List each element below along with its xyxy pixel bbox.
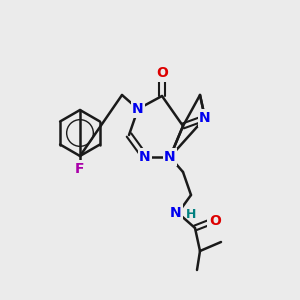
Text: O: O [156,66,168,80]
Text: H: H [186,208,196,220]
Text: N: N [139,150,151,164]
Text: N: N [132,102,144,116]
Text: O: O [209,214,221,228]
Text: F: F [75,162,85,176]
Text: N: N [170,206,182,220]
Text: N: N [164,150,176,164]
Text: N: N [199,111,211,125]
